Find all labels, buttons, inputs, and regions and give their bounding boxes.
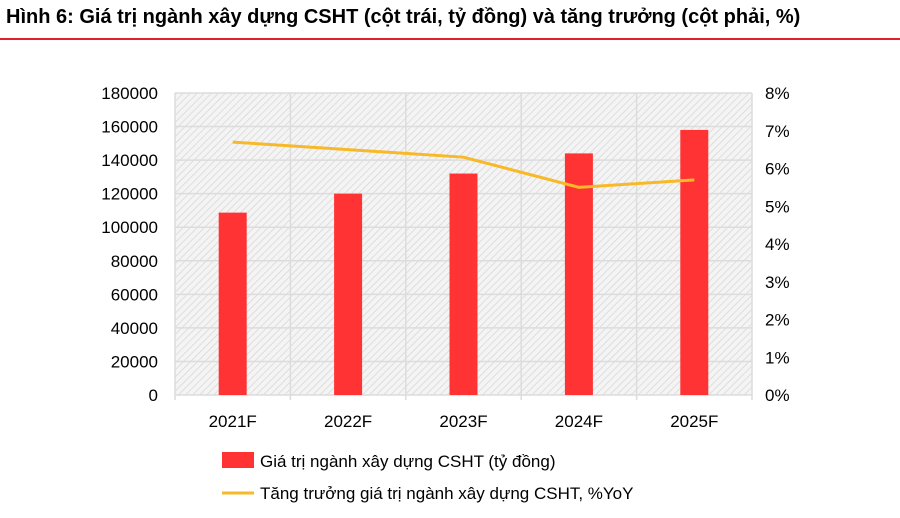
right-tick-label: 3%: [765, 273, 790, 292]
bar: [564, 153, 593, 395]
left-tick-label: 180000: [101, 84, 158, 103]
right-tick-label: 8%: [765, 84, 790, 103]
legend-bar-swatch: [222, 452, 254, 468]
right-tick-label: 0%: [765, 386, 790, 405]
left-tick-label: 80000: [111, 252, 158, 271]
left-tick-label: 60000: [111, 285, 158, 304]
x-tick-label: 2021F: [209, 412, 257, 431]
right-tick-label: 6%: [765, 160, 790, 179]
bar: [334, 193, 363, 395]
left-tick-label: 100000: [101, 218, 158, 237]
right-tick-label: 5%: [765, 197, 790, 216]
left-tick-label: 0: [149, 386, 158, 405]
legend-bar-label: Giá trị ngành xây dựng CSHT (tỷ đồng): [260, 452, 555, 471]
left-tick-label: 120000: [101, 185, 158, 204]
x-tick-label: 2023F: [439, 412, 487, 431]
title-underline: [0, 38, 900, 40]
right-tick-label: 7%: [765, 122, 790, 141]
left-tick-label: 40000: [111, 319, 158, 338]
bar: [680, 129, 709, 395]
chart-title: Hình 6: Giá trị ngành xây dựng CSHT (cột…: [6, 6, 801, 28]
x-tick-label: 2022F: [324, 412, 372, 431]
left-tick-label: 140000: [101, 151, 158, 170]
x-tick-label: 2025F: [670, 412, 718, 431]
left-tick-label: 160000: [101, 118, 158, 137]
bar: [449, 173, 478, 395]
bar: [218, 212, 247, 395]
x-tick-label: 2024F: [555, 412, 603, 431]
right-tick-label: 1%: [765, 348, 790, 367]
right-tick-label: 2%: [765, 311, 790, 330]
legend-line-label: Tăng trưởng giá trị ngành xây dựng CSHT,…: [260, 484, 633, 503]
left-tick-label: 20000: [111, 352, 158, 371]
right-tick-label: 4%: [765, 235, 790, 254]
